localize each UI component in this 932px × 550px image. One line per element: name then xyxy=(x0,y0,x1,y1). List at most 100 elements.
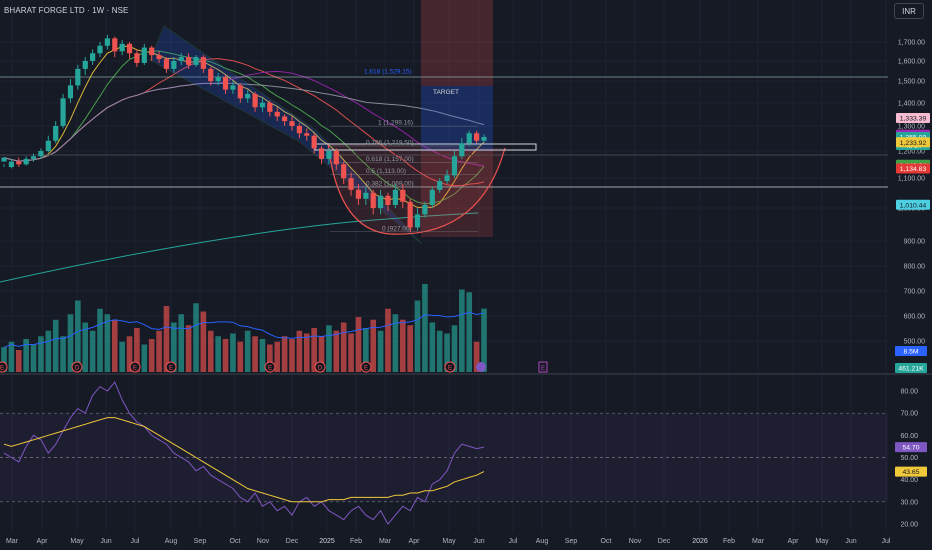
volume-bar xyxy=(340,322,347,372)
x-tick-label: Feb xyxy=(723,538,735,545)
candle-body xyxy=(289,121,295,126)
volume-bar xyxy=(259,339,266,372)
candle-body xyxy=(1,157,7,162)
candle-body xyxy=(444,175,450,182)
volume-bar xyxy=(23,339,29,372)
candle-body xyxy=(326,150,332,159)
x-tick-label: Jun xyxy=(845,538,856,545)
candle-body xyxy=(363,192,369,199)
candle-body xyxy=(193,57,199,65)
candle-body xyxy=(378,195,384,209)
candle-body xyxy=(171,60,177,69)
candle-body xyxy=(16,161,22,165)
x-tick-label: Apr xyxy=(37,538,49,545)
volume-bar xyxy=(171,322,177,372)
dividend-event-icon xyxy=(476,362,486,372)
candle-body xyxy=(222,77,229,90)
candle-body xyxy=(451,156,458,176)
candle-body xyxy=(459,143,465,157)
volume-bar xyxy=(148,339,155,372)
candle-body xyxy=(414,214,421,228)
volume-bar xyxy=(399,319,406,372)
fib-level-label: 0.382 (1,069.00) xyxy=(366,181,414,188)
volume-bar xyxy=(407,325,413,372)
candle-body xyxy=(355,189,362,199)
x-tick-label: Jun xyxy=(100,538,111,545)
volume-bar xyxy=(82,322,89,372)
event-marker-label: D xyxy=(75,366,80,372)
volume-bar xyxy=(215,336,221,372)
price-label-text: 1,134.83 xyxy=(900,166,927,173)
earnings-event-icon xyxy=(165,361,177,373)
earnings-event-icon xyxy=(0,361,8,373)
volume-bar xyxy=(267,344,273,372)
fib-level-label: 1.618 (1,529.15) xyxy=(364,69,412,76)
candle-body xyxy=(67,85,74,99)
price-label-text: 1,010.44 xyxy=(900,202,927,209)
volume-bar xyxy=(104,314,111,372)
volume-bar xyxy=(326,325,332,372)
candle-body xyxy=(208,68,214,82)
x-tick-label: Nov xyxy=(629,538,642,545)
fib-level-label: 0 (927.00) xyxy=(382,225,412,232)
volume-bar xyxy=(296,330,303,372)
volume-label-bg xyxy=(895,363,927,373)
volume-bar xyxy=(281,336,288,372)
candle-body xyxy=(163,59,170,69)
volume-bar xyxy=(370,319,377,372)
x-tick-label: Feb xyxy=(350,538,362,545)
moving-average-line xyxy=(3,82,485,162)
future-event-label: E xyxy=(541,366,545,372)
volume-bar xyxy=(311,328,317,372)
volume-bar xyxy=(436,330,443,372)
price-tick-label: 1,400.00 xyxy=(898,100,925,107)
volume-bar xyxy=(119,341,125,372)
candle-body xyxy=(341,164,347,179)
event-marker-label: E xyxy=(268,366,272,372)
candle-body xyxy=(245,93,251,99)
volume-bar xyxy=(318,336,325,372)
currency-button[interactable]: INR xyxy=(894,3,924,19)
price-label-bg xyxy=(896,163,930,174)
volume-label-bg xyxy=(895,346,927,356)
volume-bar xyxy=(289,339,295,372)
price-label: 1,010.44 xyxy=(896,199,930,210)
long-moving-average-line xyxy=(0,212,479,283)
volume-bar xyxy=(89,330,96,372)
x-tick-label: Apr xyxy=(409,538,421,545)
volume-bar xyxy=(348,333,354,372)
price-tick-label: 800.00 xyxy=(904,264,926,271)
volume-bar xyxy=(274,341,281,372)
event-marker-label: E xyxy=(0,366,4,372)
volume-bar xyxy=(75,300,81,372)
rsi-tick-label: 60.00 xyxy=(900,433,918,440)
candle-body xyxy=(252,93,258,108)
x-tick-label: 2026 xyxy=(692,538,708,545)
candle-body xyxy=(282,116,288,122)
candle-body xyxy=(437,181,443,190)
candle-body xyxy=(267,102,273,112)
candle-body xyxy=(38,150,44,157)
volume-bar xyxy=(126,336,133,372)
candle-body xyxy=(392,189,398,205)
price-tick-label: 500.00 xyxy=(904,339,926,346)
price-tick-label: 1,300.00 xyxy=(898,123,925,130)
volume-bar xyxy=(252,336,258,372)
earnings-event-icon xyxy=(360,361,372,373)
volume-bar xyxy=(134,328,140,372)
volume-label-text: 461.21K xyxy=(898,366,924,373)
x-tick-label: Mar xyxy=(752,538,765,545)
earnings-event-icon xyxy=(71,361,83,373)
rsi-tick-label: 50.00 xyxy=(900,455,918,462)
volume-bar xyxy=(45,330,52,372)
fib-level-label: 0.618 (1,157.00) xyxy=(366,156,414,163)
candle-body xyxy=(400,189,406,202)
candle-body xyxy=(186,57,192,65)
rsi-line xyxy=(3,381,485,525)
target-zone-upper xyxy=(421,0,493,86)
x-tick-label: Mar xyxy=(6,538,19,545)
price-label-text: 1,333.39 xyxy=(900,116,927,123)
x-tick-label: Jul xyxy=(131,538,140,545)
x-tick-label: Oct xyxy=(230,538,241,545)
